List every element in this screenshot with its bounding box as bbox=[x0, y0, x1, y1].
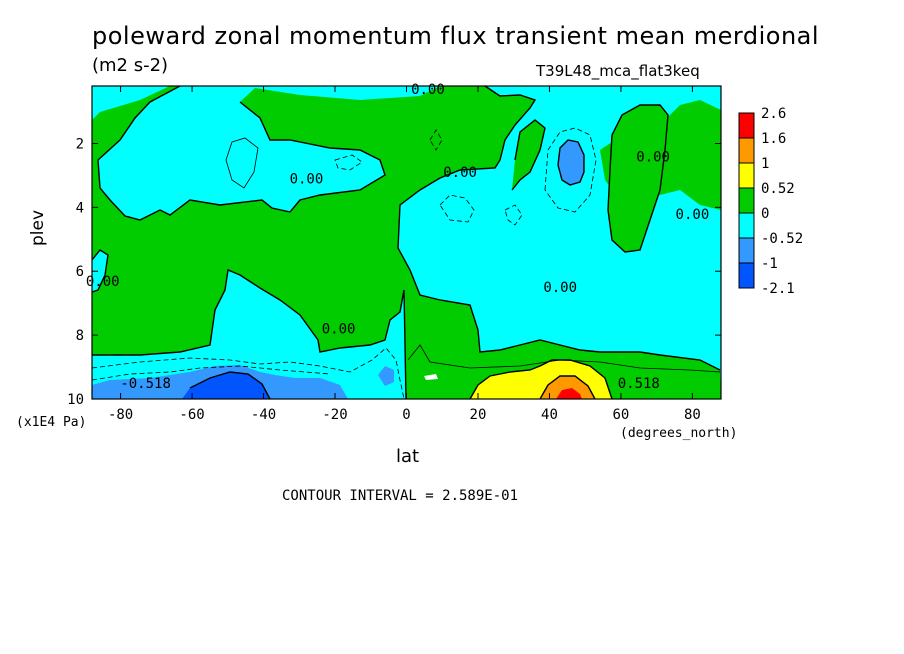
contour-darkblue-lower bbox=[189, 371, 271, 400]
dashed-contour-3 bbox=[504, 204, 523, 226]
colorbar-label: -1 bbox=[761, 256, 778, 272]
colorbar-swatch bbox=[738, 137, 755, 164]
x-tick-label: -60 bbox=[179, 407, 204, 423]
contour-fields bbox=[92, 86, 721, 399]
contour-label: 0.00 bbox=[411, 82, 445, 98]
contour-blue-upper bbox=[557, 139, 585, 186]
field-cyan-mid-left bbox=[92, 270, 406, 399]
contour-orange bbox=[539, 375, 596, 400]
x-tick-label: 60 bbox=[613, 407, 630, 423]
run-label: T39L48_mca_flat3keq bbox=[536, 62, 700, 80]
contour-labels: 0.00 0.00 0.00 0.00 0.00 0.00 0.00 0.00 -0.518 0.… bbox=[86, 82, 709, 392]
contour-label: 0.00 bbox=[290, 172, 324, 188]
thin-contour-2 bbox=[407, 344, 721, 373]
colorbar: 2.6 1.6 1 0.52 0 -0.52 -1 -2.1 bbox=[738, 106, 803, 297]
colorbar-swatch bbox=[738, 162, 755, 189]
zero-contour-mid-left bbox=[92, 269, 405, 356]
y-tick-label: 10 bbox=[67, 392, 84, 408]
colorbar-label: 2.6 bbox=[761, 106, 786, 122]
field-red-bottom bbox=[556, 388, 582, 399]
contour-label: 0.00 bbox=[676, 207, 710, 223]
field-cyan-top-left bbox=[92, 86, 170, 120]
x-tick-label: 40 bbox=[541, 407, 558, 423]
contour-label: 0.518 bbox=[618, 376, 660, 392]
contour-label: 0.00 bbox=[443, 165, 477, 181]
y-tick-label: 4 bbox=[76, 200, 84, 216]
axes: -80 -60 -40 -20 0 20 40 60 80 2 4 6 8 10 bbox=[67, 86, 721, 423]
field-green-right-column bbox=[608, 105, 668, 252]
field-white-small bbox=[424, 374, 438, 380]
field-blue-small-1 bbox=[378, 366, 394, 386]
dashed-contour-2 bbox=[439, 194, 475, 223]
x-tick-label: 20 bbox=[470, 407, 487, 423]
chart-units: (m2 s-2) bbox=[92, 55, 169, 76]
x-axis-label: lat bbox=[396, 446, 420, 467]
x-tick-label: -80 bbox=[108, 407, 133, 423]
contour-label: 0.00 bbox=[543, 280, 577, 296]
zero-contour-right-column bbox=[607, 104, 669, 253]
zero-contour-right-main bbox=[397, 85, 721, 371]
contour-interval-text: CONTOUR INTERVAL = 2.589E-01 bbox=[282, 488, 519, 504]
thin-contour-1 bbox=[225, 137, 259, 189]
field-green-mid-knob bbox=[512, 120, 545, 190]
colorbar-label: 0 bbox=[761, 206, 769, 222]
field-orange-bottom bbox=[540, 376, 595, 399]
x-axis-units: (degrees_north) bbox=[620, 426, 738, 441]
x-tick-label: 0 bbox=[402, 407, 410, 423]
contour-label: -0.518 bbox=[120, 376, 171, 392]
colorbar-swatch bbox=[738, 262, 755, 289]
y-axis-units: (x1E4 Pa) bbox=[16, 415, 87, 430]
dashed-contour-1 bbox=[544, 127, 597, 213]
x-tick-label: -40 bbox=[251, 407, 276, 423]
field-darkblue-lower-left bbox=[182, 372, 270, 399]
colorbar-swatch bbox=[738, 237, 755, 264]
dashed-contour-lower bbox=[91, 347, 405, 400]
x-tick-label: -20 bbox=[322, 407, 347, 423]
x-tick-label: 80 bbox=[684, 407, 701, 423]
contour-label: 0.00 bbox=[322, 322, 356, 338]
zero-contour-warm bbox=[469, 359, 613, 400]
field-cyan-upper-band bbox=[98, 86, 440, 220]
contour-lines bbox=[91, 85, 721, 400]
contour-label: 0.00 bbox=[86, 274, 120, 290]
zero-contour-vertical-equator bbox=[403, 289, 407, 400]
colorbar-label: -0.52 bbox=[761, 231, 803, 247]
colorbar-label: 1.6 bbox=[761, 131, 786, 147]
colorbar-swatch bbox=[738, 187, 755, 214]
zero-contour-left-lobe bbox=[91, 249, 109, 293]
contour-label: 0.00 bbox=[636, 149, 670, 165]
field-blue-upper bbox=[558, 140, 584, 185]
field-cyan-top-right bbox=[398, 86, 721, 399]
y-tick-label: 6 bbox=[76, 264, 84, 280]
dashed-contour-5 bbox=[334, 154, 363, 171]
zero-contour-knob bbox=[511, 119, 546, 191]
colorbar-label: 0.52 bbox=[761, 181, 795, 197]
y-tick-label: 2 bbox=[76, 136, 84, 152]
colorbar-swatch bbox=[738, 212, 755, 239]
colorbar-label: 1 bbox=[761, 156, 769, 172]
zero-contour-upper bbox=[97, 85, 386, 221]
y-tick-label: 8 bbox=[76, 328, 84, 344]
field-cyan-left-lobe bbox=[92, 250, 108, 292]
chart-title: poleward zonal momentum flux transient m… bbox=[92, 22, 820, 50]
dashed-contour-lower-2 bbox=[91, 365, 331, 381]
colorbar-swatch bbox=[738, 112, 755, 139]
colorbar-label: -2.1 bbox=[761, 281, 795, 297]
